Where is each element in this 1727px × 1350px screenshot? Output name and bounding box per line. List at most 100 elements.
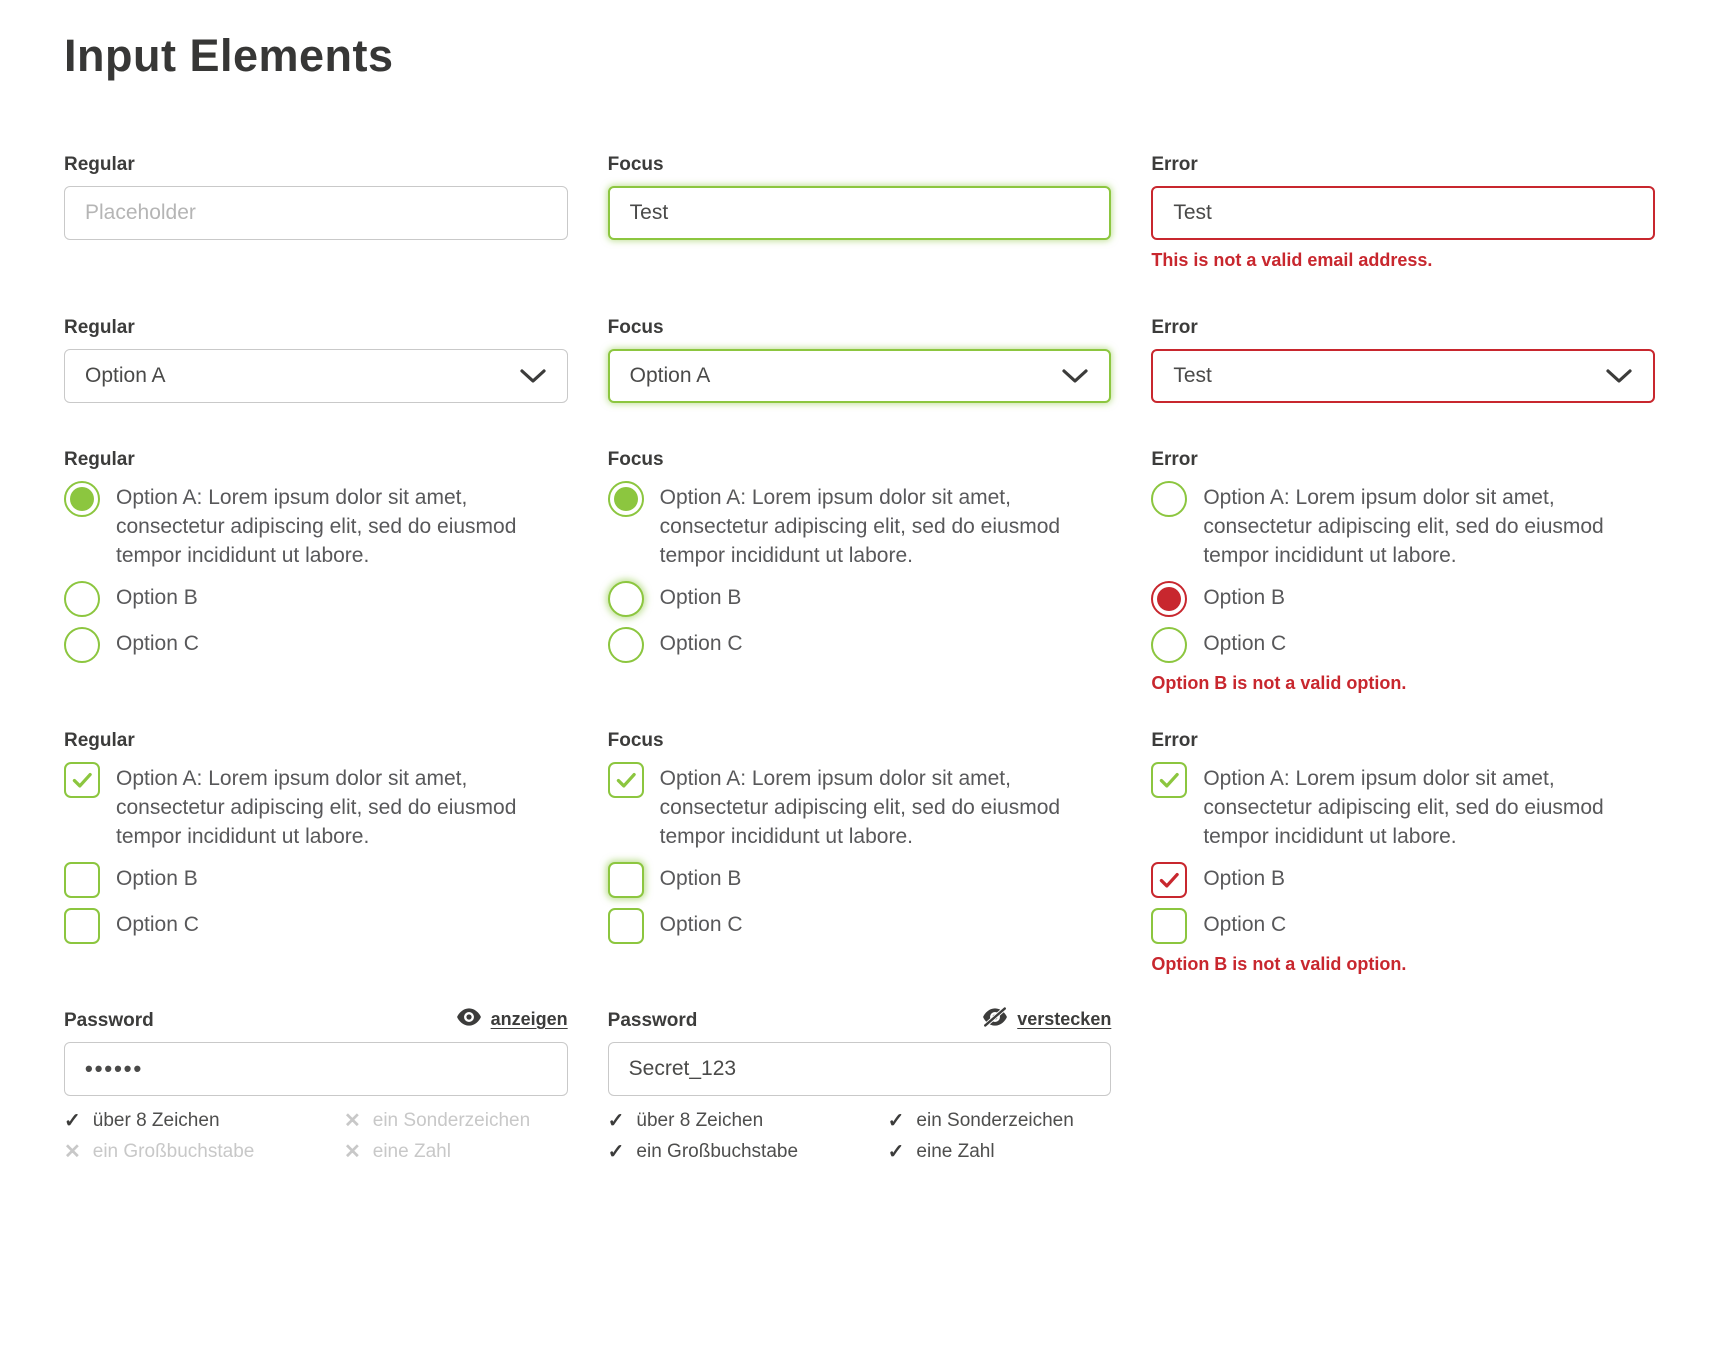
radio-focused-icon[interactable] — [607, 580, 644, 617]
text-input-error[interactable] — [1151, 186, 1655, 240]
checkbox-error-icon[interactable] — [1151, 861, 1188, 898]
radio-option-label: Option A: Lorem ipsum dolor sit amet, co… — [116, 486, 517, 567]
select-focus[interactable]: Option A — [607, 349, 1112, 403]
checkbox-icon[interactable] — [1151, 907, 1188, 944]
checkbox-option-label: Option B — [659, 866, 742, 890]
radio-option-label: Option A: Lorem ipsum dolor sit amet, co… — [1203, 486, 1604, 567]
select-error[interactable]: Test — [1151, 349, 1655, 403]
criterion-special: ✕ ein Sonderzeichen — [344, 1110, 568, 1132]
checkbox-icon[interactable] — [607, 907, 644, 944]
password-input-visible[interactable] — [607, 1041, 1112, 1096]
checkbox-group-focus: Focus Option A: Lorem ipsum dolor sit am… — [607, 729, 1112, 975]
radio-option-label: Option B — [1203, 585, 1286, 609]
checkbox-checked-icon[interactable] — [1151, 761, 1188, 798]
password-field-masked: Password anzeigen ✓ über 8 Zeichen ✕ ein S… — [64, 1007, 568, 1163]
radio-option-label: Option C — [1203, 631, 1287, 655]
field-label-focus: Focus — [607, 154, 664, 175]
select-regular[interactable]: Option A — [64, 349, 568, 403]
field-label-regular: Regular — [64, 449, 135, 470]
eye-icon — [456, 1007, 482, 1032]
text-inputs-row: Regular Focus Error This is not a valid … — [64, 154, 1655, 271]
password-criteria: ✓ über 8 Zeichen ✕ ein Sonderzeichen ✕ ein … — [64, 1110, 568, 1163]
text-input-regular[interactable] — [64, 186, 568, 240]
field-label-regular: Regular — [64, 729, 135, 751]
radio-error-icon[interactable] — [1151, 580, 1188, 617]
criterion-length: ✓ über 8 Zeichen — [64, 1110, 344, 1132]
radio-icon[interactable] — [1151, 481, 1188, 517]
checkbox-option-label: Option B — [1203, 866, 1286, 890]
criterion-length: ✓ über 8 Zeichen — [608, 1110, 888, 1132]
checkbox-option-b-error[interactable]: Option B — [1151, 861, 1655, 898]
radio-option-a[interactable]: Option A: Lorem ipsum dolor sit amet, co… — [64, 481, 568, 571]
select-value: Test — [1173, 364, 1212, 387]
checkbox-option-label: Option C — [116, 912, 199, 936]
radio-icon[interactable] — [607, 626, 644, 663]
field-label-regular: Regular — [64, 154, 135, 175]
radio-option-a[interactable]: Option A: Lorem ipsum dolor sit amet, co… — [1151, 481, 1655, 571]
field-label-error: Error — [1151, 449, 1198, 470]
field-label-regular: Regular — [64, 317, 135, 338]
radio-checked-icon[interactable] — [64, 481, 100, 517]
radio-option-c[interactable]: Option C — [64, 626, 568, 663]
criterion-uppercase: ✓ ein Großbuchstabe — [608, 1141, 888, 1163]
cross-icon: ✕ — [344, 1109, 361, 1132]
cross-icon: ✕ — [64, 1140, 81, 1163]
criterion-number: ✓ eine Zahl — [888, 1141, 1112, 1163]
field-label-focus: Focus — [607, 729, 664, 751]
checkbox-option-a[interactable]: Option A: Lorem ipsum dolor sit amet, co… — [1151, 761, 1655, 852]
checkbox-icon[interactable] — [64, 861, 100, 898]
text-input-error-field: Error This is not a valid email address. — [1151, 154, 1655, 271]
radio-option-a[interactable]: Option A: Lorem ipsum dolor sit amet, co… — [607, 481, 1112, 571]
page-title: Input Elements — [64, 30, 394, 81]
text-input-focus[interactable] — [607, 186, 1112, 240]
radio-option-label: Option C — [659, 631, 743, 655]
radio-option-label: Option A: Lorem ipsum dolor sit amet, co… — [659, 486, 1061, 567]
checkbox-option-a[interactable]: Option A: Lorem ipsum dolor sit amet, co… — [64, 761, 568, 852]
checkbox-option-label: Option A: Lorem ipsum dolor sit amet, co… — [1203, 766, 1604, 848]
checkbox-option-c[interactable]: Option C — [607, 907, 1112, 944]
select-focus-field: Focus Option A — [607, 317, 1112, 403]
password-field-visible: Password verstecken ✓ über 8 Zeichen ✓ ein… — [607, 1006, 1112, 1163]
checkbox-option-b-focused[interactable]: Option B — [607, 861, 1112, 898]
checkbox-option-label: Option A: Lorem ipsum dolor sit amet, co… — [659, 766, 1061, 848]
checkbox-option-b[interactable]: Option B — [64, 861, 568, 898]
check-icon: ✓ — [607, 1109, 625, 1132]
radio-icon[interactable] — [1151, 626, 1188, 663]
criterion-label: ein Sonderzeichen — [372, 1109, 531, 1131]
eye-off-icon — [982, 1006, 1008, 1032]
radio-option-c[interactable]: Option C — [607, 626, 1112, 663]
checkbox-option-label: Option B — [116, 866, 198, 890]
checkbox-checked-icon[interactable] — [607, 761, 644, 798]
radio-option-b[interactable]: Option B — [64, 580, 568, 617]
password-criteria: ✓ über 8 Zeichen ✓ ein Sonderzeichen ✓ ein … — [608, 1110, 1112, 1163]
field-label-error: Error — [1151, 729, 1198, 751]
check-icon: ✓ — [607, 1140, 625, 1163]
radio-option-b-error[interactable]: Option B — [1151, 580, 1655, 617]
checkbox-option-c[interactable]: Option C — [64, 907, 568, 944]
radio-option-c[interactable]: Option C — [1151, 626, 1655, 663]
text-input-focus-field: Focus — [607, 154, 1112, 271]
text-input-regular-field: Regular — [64, 154, 568, 271]
password-show-toggle[interactable]: anzeigen — [456, 1007, 568, 1032]
radio-option-b-focused[interactable]: Option B — [607, 580, 1112, 617]
radio-group-regular: Regular Option A: Lorem ipsum dolor sit … — [64, 449, 568, 694]
checkbox-option-c[interactable]: Option C — [1151, 907, 1655, 944]
criterion-label: über 8 Zeichen — [636, 1109, 764, 1131]
radio-group-focus: Focus Option A: Lorem ipsum dolor sit am… — [607, 449, 1112, 694]
password-hide-toggle[interactable]: verstecken — [982, 1006, 1111, 1032]
radio-checked-icon[interactable] — [607, 481, 644, 517]
checkbox-icon[interactable] — [64, 907, 100, 944]
field-label-focus: Focus — [607, 449, 664, 470]
radio-icon[interactable] — [64, 626, 100, 663]
criterion-label: eine Zahl — [916, 1140, 995, 1162]
checkbox-option-a[interactable]: Option A: Lorem ipsum dolor sit amet, co… — [607, 761, 1112, 852]
checkbox-checked-icon[interactable] — [64, 761, 100, 798]
criterion-special: ✓ ein Sonderzeichen — [888, 1110, 1112, 1132]
checkbox-option-label: Option C — [659, 912, 743, 936]
field-label-error: Error — [1151, 317, 1198, 338]
checkbox-focused-icon[interactable] — [607, 861, 644, 898]
radio-groups-row: Regular Option A: Lorem ipsum dolor sit … — [64, 449, 1655, 694]
radio-icon[interactable] — [64, 580, 100, 617]
check-icon: ✓ — [887, 1140, 905, 1163]
password-input-masked[interactable] — [64, 1041, 568, 1096]
